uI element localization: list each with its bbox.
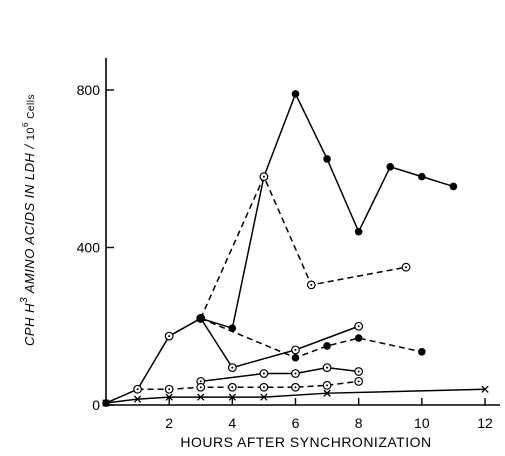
x-tick-label: 6 bbox=[292, 415, 300, 431]
series-5 bbox=[196, 363, 364, 386]
data-point bbox=[323, 155, 331, 163]
labels: HOURS AFTER SYNCHRONIZATION CPH H3 AMINO… bbox=[19, 94, 431, 450]
y-axis-title: CPH H3 AMINO ACIDS IN LDH / 106 Cells bbox=[19, 94, 37, 346]
y-tick-label: 400 bbox=[77, 240, 101, 256]
x-tick-label: 2 bbox=[165, 415, 173, 431]
y-axis-title-unit-sup: 6 bbox=[21, 122, 30, 127]
series-4 bbox=[196, 314, 426, 362]
x-tick-label: 4 bbox=[228, 415, 236, 431]
series-3 bbox=[164, 313, 364, 372]
series-line bbox=[105, 92, 454, 404]
data-point bbox=[196, 382, 206, 392]
data-point bbox=[354, 321, 364, 331]
series-7 bbox=[102, 385, 489, 407]
series-line bbox=[200, 317, 422, 359]
data-point bbox=[197, 393, 205, 401]
y-tick-label: 800 bbox=[77, 82, 101, 98]
y-tick-label: 0 bbox=[92, 397, 100, 413]
data-point bbox=[102, 399, 110, 407]
data-point bbox=[306, 280, 316, 290]
data-point bbox=[291, 345, 300, 355]
data-point bbox=[322, 363, 332, 372]
series-line bbox=[137, 380, 359, 390]
series-6 bbox=[133, 376, 364, 394]
data-point bbox=[259, 172, 269, 182]
series-2 bbox=[196, 172, 411, 323]
data-point bbox=[354, 376, 364, 386]
data-point bbox=[228, 393, 236, 401]
series-layer bbox=[102, 90, 489, 407]
data-point bbox=[196, 314, 205, 323]
series-line bbox=[168, 317, 359, 369]
y-axis-title-unit-rest: Cells bbox=[26, 94, 37, 122]
series-line bbox=[105, 388, 486, 404]
data-point bbox=[401, 262, 411, 272]
data-point bbox=[418, 348, 426, 356]
y-axis-title-sup: 3 bbox=[19, 297, 30, 303]
data-point bbox=[354, 334, 363, 342]
data-point bbox=[386, 162, 395, 171]
x-tick-label: 10 bbox=[414, 415, 430, 431]
y-axis-title-unit-base: 10 bbox=[25, 127, 37, 140]
data-point bbox=[354, 227, 363, 236]
data-point bbox=[259, 382, 269, 392]
data-point bbox=[133, 395, 142, 403]
y-axis-title-rest: AMINO ACIDS IN LDH / bbox=[22, 140, 37, 297]
data-point bbox=[227, 363, 237, 372]
y-axis-title-main: CPH H bbox=[22, 303, 37, 346]
data-point bbox=[260, 393, 268, 401]
data-point bbox=[291, 369, 300, 378]
series-line bbox=[200, 366, 359, 383]
data-point bbox=[291, 353, 300, 362]
data-point bbox=[323, 342, 331, 350]
data-point bbox=[418, 172, 426, 181]
x-axis-title: HOURS AFTER SYNCHRONIZATION bbox=[180, 434, 431, 450]
data-point bbox=[481, 385, 489, 393]
data-point bbox=[322, 380, 332, 390]
data-point bbox=[227, 382, 237, 392]
series-line bbox=[200, 174, 407, 319]
data-point bbox=[291, 382, 300, 392]
series-1 bbox=[102, 90, 458, 407]
data-point bbox=[259, 369, 269, 378]
data-point bbox=[323, 389, 331, 397]
data-point bbox=[354, 367, 364, 376]
x-tick-label: 8 bbox=[355, 415, 363, 431]
axes: 2 4 6 8 10 12 0 400 800 bbox=[77, 58, 500, 431]
x-tick-label: 12 bbox=[477, 415, 493, 431]
data-point bbox=[165, 393, 173, 401]
data-point bbox=[449, 182, 458, 191]
data-point bbox=[133, 384, 142, 394]
data-point bbox=[164, 331, 174, 341]
data-point bbox=[164, 384, 174, 394]
data-point bbox=[291, 90, 300, 98]
